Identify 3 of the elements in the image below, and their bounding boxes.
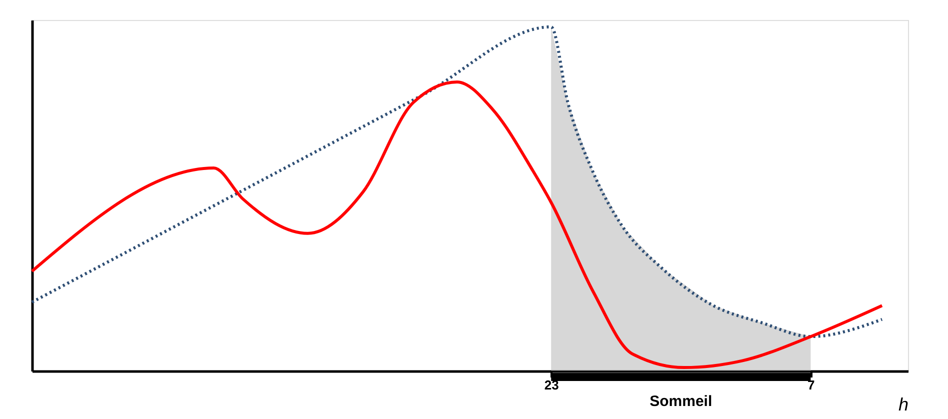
text: Sommeil — [650, 393, 712, 410]
x-axis-title: h — [898, 394, 908, 414]
x-tick-label: 23 — [544, 378, 559, 392]
